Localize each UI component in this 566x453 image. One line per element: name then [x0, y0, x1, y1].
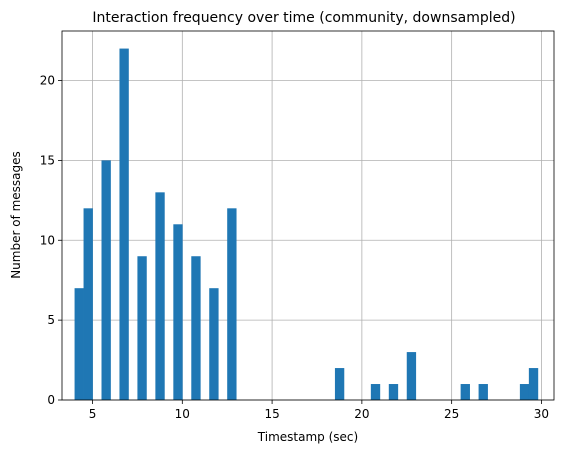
- x-tick-label: 5: [89, 407, 97, 421]
- histogram-bar: [388, 384, 399, 400]
- histogram-bar: [119, 48, 129, 400]
- y-tick-label: 10: [40, 233, 55, 247]
- histogram-bar: [406, 352, 417, 400]
- grid-lines: [62, 31, 554, 401]
- histogram-bar: [74, 288, 84, 400]
- histogram-bar: [137, 256, 147, 400]
- chart-title: Interaction frequency over time (communi…: [92, 10, 515, 26]
- y-tick-label: 5: [47, 313, 55, 327]
- histogram-bar: [83, 208, 93, 400]
- histogram-bar: [173, 224, 183, 400]
- histogram-bar: [519, 384, 530, 400]
- histogram-bar: [191, 256, 201, 400]
- histogram-bar: [209, 288, 219, 400]
- histogram-bar: [334, 368, 345, 400]
- x-tick-label: 20: [354, 407, 369, 421]
- axis-ticks: 5 10 15 20 25 30 0 5 10 15 20: [40, 74, 549, 421]
- y-tick-label: 20: [40, 74, 55, 88]
- histogram-bar: [227, 208, 237, 400]
- histogram-bar: [101, 160, 111, 400]
- y-axis-label: Number of messages: [9, 151, 23, 279]
- histogram-bar: [370, 384, 381, 400]
- histogram-bar: [460, 384, 470, 400]
- bars: [74, 48, 539, 400]
- x-tick-label: 30: [534, 407, 549, 421]
- y-tick-label: 15: [40, 153, 55, 167]
- plot-frame: [61, 30, 555, 401]
- x-axis-label: Timestamp (sec): [257, 430, 358, 444]
- x-tick-label: 25: [444, 407, 459, 421]
- y-tick-label: 0: [47, 393, 55, 407]
- histogram-bar: [528, 368, 539, 400]
- x-tick-label: 15: [264, 407, 279, 421]
- histogram-bar: [478, 384, 488, 400]
- x-tick-label: 10: [175, 407, 190, 421]
- histogram-bar: [155, 192, 165, 400]
